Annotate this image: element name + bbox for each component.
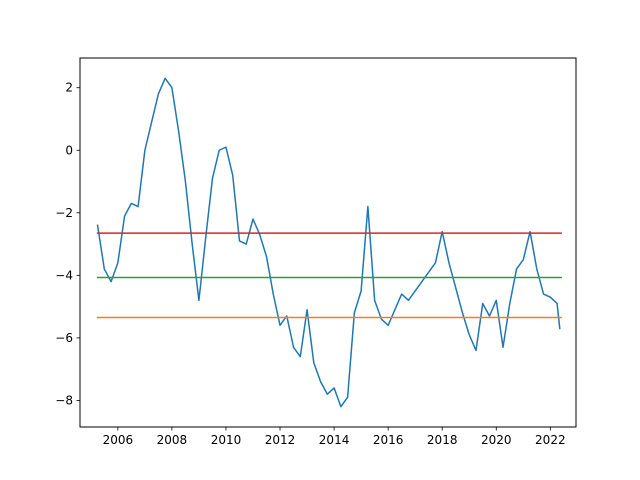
x-tick-label: 2008 <box>157 433 188 447</box>
x-tick-label: 2022 <box>535 433 566 447</box>
x-axis: 2006 2008 2010 2012 2014 2016 2018 2020 2022 <box>103 427 566 447</box>
x-tick-label: 2014 <box>319 433 350 447</box>
y-tick-label: −8 <box>55 393 73 407</box>
series-line-0 <box>96 77 561 408</box>
y-axis: 2 0 −2 −4 −6 −8 <box>55 81 80 407</box>
y-tick-label: −2 <box>55 206 73 220</box>
y-tick-label: 0 <box>65 143 73 157</box>
y-tick-label: −4 <box>55 268 73 282</box>
x-tick-label: 2020 <box>481 433 512 447</box>
x-tick-label: 2006 <box>103 433 134 447</box>
y-tick-label: 2 <box>65 81 73 95</box>
x-tick-label: 2012 <box>265 433 296 447</box>
y-tick-label: −6 <box>55 331 73 345</box>
x-tick-label: 2010 <box>211 433 242 447</box>
series-layer <box>96 77 562 408</box>
x-tick-label: 2018 <box>427 433 458 447</box>
x-tick-label: 2016 <box>373 433 404 447</box>
axes-frame <box>79 57 577 428</box>
